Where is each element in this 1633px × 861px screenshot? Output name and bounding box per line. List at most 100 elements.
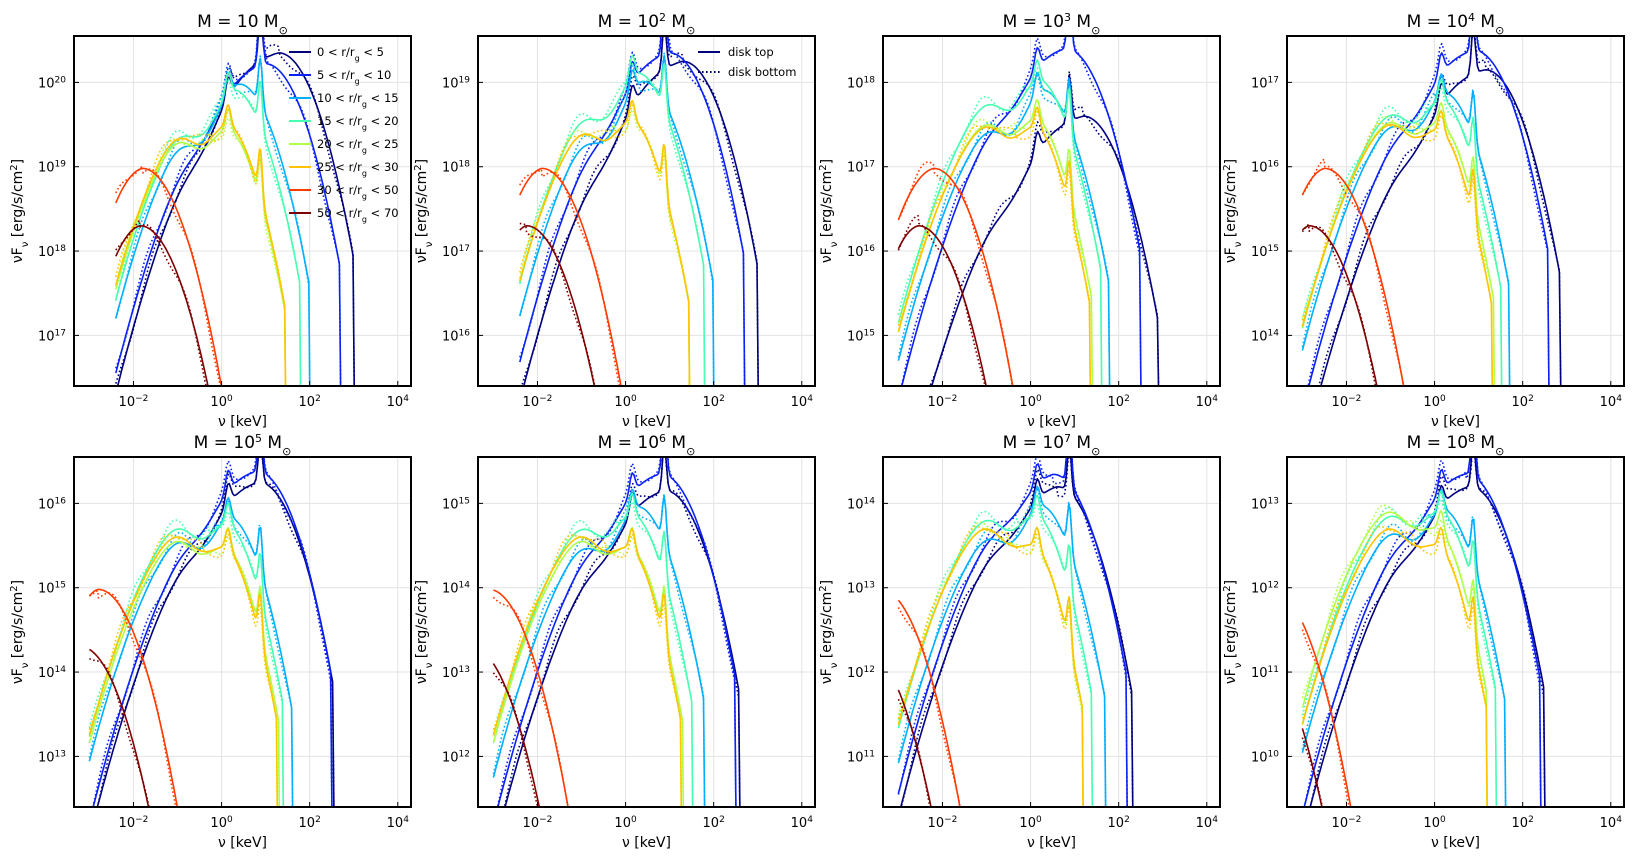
series-line-disk-bottom [520, 36, 759, 386]
series-line-disk-top [96, 457, 335, 807]
series-line-disk-top [115, 36, 342, 386]
series-line-disk-bottom [1301, 76, 1511, 386]
series-line-disk-top [897, 106, 1092, 386]
plot-frame [477, 456, 816, 808]
x-axis-label: ν [keV] [1431, 835, 1480, 851]
y-tick-label: 1018 [38, 244, 66, 260]
series-line-disk-top [897, 225, 987, 386]
y-tick-label: 1018 [847, 75, 875, 91]
x-tick-label: 10−2 [523, 815, 553, 831]
y-axis-label: νFν [erg/s/cm2] [1222, 580, 1244, 684]
x-tick-label: 100 [210, 394, 233, 410]
series-line-disk-bottom [88, 534, 281, 807]
series-line-disk-top [1301, 622, 1352, 807]
series-group [492, 457, 741, 807]
series-line-disk-top [92, 457, 333, 807]
series-line-disk-top [1301, 488, 1507, 807]
series-line-disk-top [88, 502, 285, 807]
x-tick-label: 100 [614, 394, 637, 410]
y-tick-label: 1015 [442, 496, 470, 512]
series-line-disk-bottom [897, 161, 1014, 386]
series-line-disk-top [492, 528, 683, 807]
series-group [897, 457, 1134, 807]
spectrum-panel: 10−2 100 102 104 1010 1011 1012 1013 ν [keV] νFν … [1222, 432, 1625, 851]
spectrum-panel: 10−2 100 102 104 1014 1015 1016 1017 ν [keV] νFν … [1222, 11, 1625, 430]
series-line-disk-bottom [519, 168, 621, 386]
x-tick-label: 100 [1019, 815, 1042, 831]
plot-frame [477, 35, 816, 387]
series-line-disk-top [115, 225, 209, 386]
y-tick-label: 1017 [38, 328, 66, 344]
series-line-disk-bottom [1301, 737, 1324, 807]
series-line-disk-bottom [897, 74, 1111, 386]
x-tick-label: 100 [1423, 394, 1446, 410]
series-line-disk-top [897, 71, 1111, 386]
series-line-disk-top [492, 488, 706, 807]
x-axis-label: ν [keV] [622, 414, 671, 430]
series-line-disk-bottom [897, 525, 1084, 807]
spectrum-panel: 10−2 100 102 104 1012 1013 1014 1015 ν [keV] νFν … [413, 432, 816, 851]
panel-title: M = 104 M⊙ [1407, 11, 1505, 37]
legend-label: disk top [728, 45, 774, 59]
series-line-disk-bottom [496, 457, 737, 807]
series-line-disk-top [115, 167, 223, 386]
series-group [88, 457, 335, 807]
series-line-disk-bottom [89, 589, 177, 807]
series-line-disk-top [897, 526, 1084, 807]
x-axis-label: ν [keV] [218, 835, 267, 851]
series-line-disk-top [930, 74, 1160, 386]
series-line-disk-bottom [897, 607, 961, 807]
series-line-disk-top [519, 36, 746, 386]
series-line-disk-top [492, 526, 685, 807]
series-group [1301, 457, 1546, 807]
series-line-disk-bottom [492, 533, 683, 807]
y-tick-label: 1013 [1251, 496, 1279, 512]
x-tick-label: 10−2 [119, 394, 149, 410]
y-tick-label: 1018 [442, 160, 470, 176]
plot-frame [1286, 456, 1625, 808]
series-line-disk-top [1301, 167, 1405, 386]
series-line-disk-top [1301, 110, 1494, 386]
y-tick-label: 1012 [847, 665, 875, 681]
y-tick-label: 1014 [1251, 328, 1279, 344]
series-line-disk-bottom [897, 502, 1094, 807]
series-line-disk-top [492, 493, 694, 807]
series-line-disk-top [1301, 509, 1488, 807]
y-tick-label: 1016 [442, 328, 470, 344]
y-tick-label: 1013 [847, 581, 875, 597]
x-tick-label: 10−2 [523, 394, 553, 410]
x-tick-label: 102 [703, 394, 725, 410]
series-line-disk-bottom [897, 457, 1128, 807]
series-line-disk-bottom [1301, 111, 1496, 386]
y-tick-label: 1011 [847, 749, 875, 765]
series-line-disk-top [519, 54, 715, 386]
plot-frame [882, 456, 1221, 808]
legend-label: 20 < r/rg < 25 [317, 137, 399, 155]
y-tick-label: 1015 [38, 581, 66, 597]
x-axis-label: ν [keV] [1027, 414, 1076, 430]
series-line-disk-top [88, 588, 179, 807]
series-line-disk-bottom [115, 36, 356, 386]
legend-label: 0 < r/rg < 5 [317, 45, 384, 63]
series-line-disk-bottom [88, 500, 294, 807]
x-tick-label: 104 [387, 815, 410, 831]
series-group [115, 36, 356, 386]
panel-title: M = 105 M⊙ [194, 432, 292, 458]
y-axis-label: νFν [erg/s/cm2] [413, 580, 435, 684]
series-line-disk-bottom [519, 104, 691, 386]
y-tick-label: 1014 [38, 665, 66, 681]
series-line-disk-bottom [1307, 36, 1550, 386]
legend-label: 25 < r/rg < 30 [317, 160, 399, 178]
series-line-disk-top [1308, 36, 1550, 386]
series-line-disk-top [88, 526, 281, 807]
series-line-disk-top [115, 71, 302, 386]
series-line-disk-top [519, 167, 622, 386]
x-tick-label: 102 [1108, 815, 1130, 831]
y-axis-label: νFν [erg/s/cm2] [9, 580, 31, 684]
series-line-disk-top [899, 457, 1134, 807]
plot-frame [73, 35, 412, 387]
series-line-disk-bottom [1301, 158, 1405, 386]
series-line-disk-bottom [88, 511, 285, 807]
series-line-disk-top [1303, 457, 1542, 807]
y-tick-label: 1011 [1251, 665, 1279, 681]
